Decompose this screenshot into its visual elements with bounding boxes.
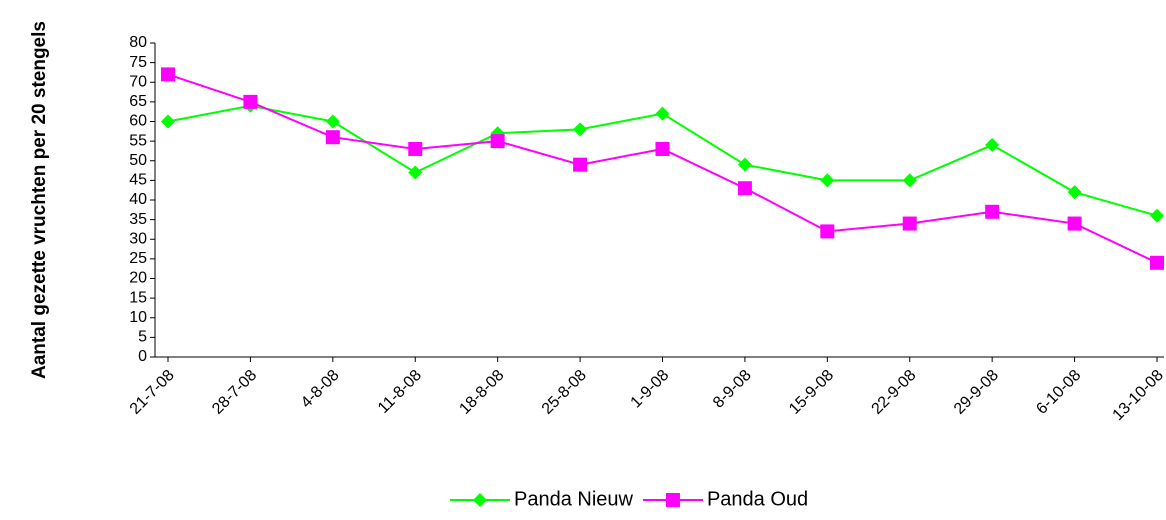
marker xyxy=(408,141,423,156)
x-tick-label: 8-9-08 xyxy=(710,367,755,412)
y-tick-label: 65 xyxy=(129,93,147,110)
x-tick-label: 18-8-08 xyxy=(456,367,507,418)
y-tick-label: 80 xyxy=(129,34,147,51)
y-tick-label: 5 xyxy=(138,329,147,346)
y-tick-label: 30 xyxy=(129,230,147,247)
marker xyxy=(655,141,670,156)
x-tick-label: 1-9-08 xyxy=(628,367,673,412)
y-tick-label: 55 xyxy=(129,132,147,149)
marker xyxy=(1150,208,1164,223)
y-tick-label: 10 xyxy=(129,309,147,326)
series-line xyxy=(167,73,1158,264)
marker xyxy=(820,173,835,188)
x-tick-label: 21-7-08 xyxy=(127,367,178,418)
y-axis-label: Aantal gezette vruchten per 20 stengels xyxy=(29,21,50,379)
x-tick-label: 25-8-08 xyxy=(539,367,590,418)
marker xyxy=(1067,185,1082,200)
legend-label: Panda Oud xyxy=(707,488,808,510)
marker xyxy=(737,181,752,196)
y-tick-label: 75 xyxy=(129,54,147,71)
x-tick-label: 4-8-08 xyxy=(298,367,343,412)
y-tick-label: 70 xyxy=(129,73,147,90)
marker xyxy=(161,67,175,82)
x-tick-label: 29-9-08 xyxy=(951,367,1002,418)
x-tick-label: 13-10-08 xyxy=(1110,367,1166,424)
marker xyxy=(985,204,1000,219)
y-tick-label: 45 xyxy=(129,172,147,189)
marker xyxy=(985,138,1000,153)
marker xyxy=(573,157,588,172)
y-tick-label: 15 xyxy=(129,289,147,306)
legend-label: Panda Nieuw xyxy=(514,488,634,510)
marker xyxy=(408,165,423,180)
y-tick-label: 25 xyxy=(129,250,147,267)
marker xyxy=(902,216,917,231)
marker xyxy=(1067,216,1082,231)
x-tick-label: 22-9-08 xyxy=(869,367,920,418)
marker xyxy=(902,173,917,188)
marker xyxy=(737,157,752,172)
y-tick-label: 60 xyxy=(129,113,147,130)
x-tick-label: 11-8-08 xyxy=(375,367,425,417)
y-tick-label: 0 xyxy=(138,348,147,365)
y-tick-label: 20 xyxy=(129,270,147,287)
series-line xyxy=(167,104,1158,217)
marker xyxy=(655,106,670,121)
legend-marker xyxy=(473,493,487,507)
marker xyxy=(161,114,175,129)
y-tick-label: 50 xyxy=(129,152,147,169)
marker xyxy=(1150,255,1164,270)
y-tick-label: 40 xyxy=(129,191,147,208)
x-tick-label: 6-10-08 xyxy=(1033,367,1084,418)
legend-marker xyxy=(665,493,680,507)
y-tick-label: 35 xyxy=(129,211,147,228)
x-tick-label: 15-9-08 xyxy=(786,367,837,418)
marker xyxy=(243,94,258,109)
marker xyxy=(820,224,835,239)
marker xyxy=(325,130,340,145)
marker xyxy=(490,134,505,149)
marker xyxy=(325,114,340,129)
x-tick-label: 28-7-08 xyxy=(209,367,260,418)
marker xyxy=(573,122,588,137)
